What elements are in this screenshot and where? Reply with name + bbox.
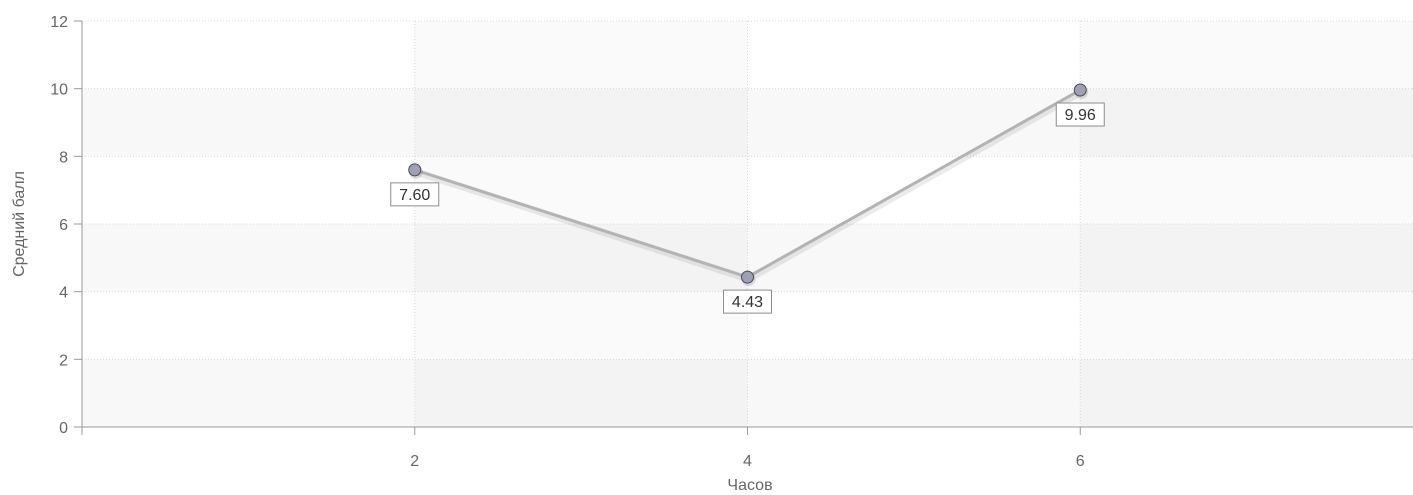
- data-label-box: [1055, 102, 1105, 127]
- data-point: [1073, 83, 1087, 97]
- data-point: [741, 270, 754, 284]
- axes: [74, 20, 1413, 435]
- y-axis-title: Средний балл: [11, 171, 28, 277]
- y-tick-labels: 0 2 4 6 8 10 12: [50, 14, 68, 437]
- data-label: 7.60: [399, 187, 430, 204]
- series-group: [408, 83, 1089, 287]
- x-tick-label: 2: [410, 453, 419, 470]
- data-label-box: [723, 289, 772, 314]
- plot-band: [82, 156, 1413, 224]
- y-tick-label: 6: [59, 217, 68, 234]
- data-label: 9.96: [1065, 107, 1096, 124]
- y-tick-label: 0: [59, 420, 68, 437]
- y-tick-label: 12: [50, 14, 68, 31]
- x-tick-label: 4: [743, 453, 752, 470]
- x-tick-labels: 2 4 6: [410, 453, 1085, 470]
- data-labels: 7.60 4.43 9.96: [390, 102, 1105, 314]
- data-point: [408, 163, 422, 177]
- data-label: 4.43: [732, 294, 763, 311]
- y-tick-label: 10: [50, 82, 68, 99]
- y-tick-label: 2: [59, 352, 68, 369]
- x-tick-label: 6: [1076, 453, 1085, 470]
- y-tick-label: 4: [59, 285, 68, 302]
- y-tick-label: 8: [59, 149, 68, 166]
- data-label-box: [390, 182, 440, 207]
- x-axis-title: Часов: [727, 477, 772, 494]
